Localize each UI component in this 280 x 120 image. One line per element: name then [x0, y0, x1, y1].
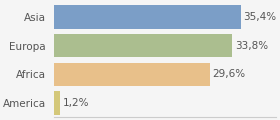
Bar [53, 5, 241, 29]
Bar [53, 34, 232, 57]
Text: 35,4%: 35,4% [243, 12, 276, 22]
Bar [53, 63, 210, 86]
Text: 33,8%: 33,8% [235, 41, 268, 51]
Bar [53, 91, 60, 115]
Text: 29,6%: 29,6% [213, 69, 246, 79]
Text: 1,2%: 1,2% [62, 98, 89, 108]
